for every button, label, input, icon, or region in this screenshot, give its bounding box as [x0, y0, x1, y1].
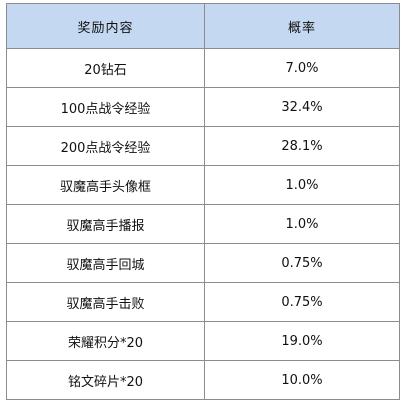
- reward-item-cell: 荣耀积分*20: [6, 321, 205, 361]
- table-row: 驭魔高手头像框 1.0%: [6, 165, 400, 205]
- table-header: 奖励内容 概率: [6, 3, 400, 49]
- reward-item-cell: 200点战令经验: [6, 126, 205, 166]
- probability-cell: 10.0%: [204, 360, 400, 400]
- table-body: 20钻石 7.0% 100点战令经验 32.4% 200点战令经验 28.1% …: [6, 48, 400, 400]
- probability-cell: 28.1%: [204, 126, 400, 166]
- reward-item-cell: 20钻石: [6, 48, 205, 88]
- reward-probability-table: 奖励内容 概率 20钻石 7.0% 100点战令经验 32.4% 200点战令经…: [6, 3, 400, 400]
- table-row: 驭魔高手击败 0.75%: [6, 282, 400, 322]
- probability-cell: 1.0%: [204, 165, 400, 205]
- reward-probability-table-container: 奖励内容 概率 20钻石 7.0% 100点战令经验 32.4% 200点战令经…: [6, 3, 400, 400]
- table-row: 荣耀积分*20 19.0%: [6, 321, 400, 361]
- header-row: 奖励内容 概率: [6, 3, 400, 49]
- table-row: 铭文碎片*20 10.0%: [6, 360, 400, 400]
- probability-cell: 0.75%: [204, 243, 400, 283]
- reward-item-cell: 铭文碎片*20: [6, 360, 205, 400]
- header-probability: 概率: [204, 3, 400, 49]
- table-row: 驭魔高手播报 1.0%: [6, 204, 400, 244]
- probability-cell: 19.0%: [204, 321, 400, 361]
- reward-item-cell: 驭魔高手播报: [6, 204, 205, 244]
- probability-cell: 1.0%: [204, 204, 400, 244]
- table-row: 20钻石 7.0%: [6, 48, 400, 88]
- table-row: 200点战令经验 28.1%: [6, 126, 400, 166]
- reward-item-cell: 驭魔高手头像框: [6, 165, 205, 205]
- table-row: 驭魔高手回城 0.75%: [6, 243, 400, 283]
- header-reward-content: 奖励内容: [6, 3, 205, 49]
- table-row: 100点战令经验 32.4%: [6, 87, 400, 127]
- reward-item-cell: 驭魔高手回城: [6, 243, 205, 283]
- reward-item-cell: 100点战令经验: [6, 87, 205, 127]
- probability-cell: 7.0%: [204, 48, 400, 88]
- reward-item-cell: 驭魔高手击败: [6, 282, 205, 322]
- probability-cell: 0.75%: [204, 282, 400, 322]
- probability-cell: 32.4%: [204, 87, 400, 127]
